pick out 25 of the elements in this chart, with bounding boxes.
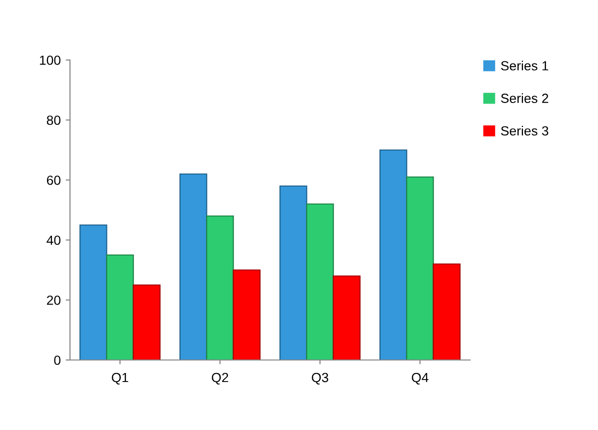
bar	[432, 263, 461, 360]
x-tick-label: Q3	[312, 372, 328, 385]
bar	[132, 284, 161, 360]
x-tick-label: Q4	[412, 372, 428, 385]
y-tick-label: 80	[46, 116, 60, 125]
bar	[79, 224, 108, 360]
legend-label: Series 3	[501, 126, 548, 136]
y-tick-label: 20	[46, 296, 60, 305]
legend-label: Series 2	[501, 93, 548, 103]
bar	[279, 185, 308, 360]
bar	[206, 215, 234, 360]
bar	[406, 176, 434, 360]
legend-label: Series 1	[501, 60, 548, 70]
bar	[106, 254, 134, 360]
bar	[332, 275, 361, 360]
x-tick-label: Q2	[212, 372, 228, 385]
y-tick-label: 60	[46, 176, 60, 185]
bar	[179, 173, 208, 360]
bar	[379, 149, 408, 360]
y-tick-label: 100	[40, 56, 60, 65]
x-tick-label: Q1	[112, 372, 128, 385]
y-tick-label: 0	[54, 356, 60, 365]
bar	[306, 203, 334, 360]
bar	[232, 269, 261, 360]
y-tick-label: 40	[46, 236, 60, 245]
